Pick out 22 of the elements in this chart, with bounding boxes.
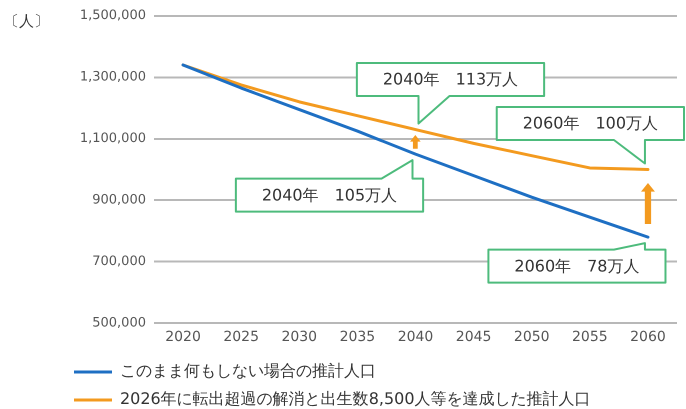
x-tick-label: 2020	[165, 329, 201, 346]
y-tick-label: 1,300,000	[80, 70, 146, 85]
y-axis-title: 〔人〕	[4, 12, 49, 30]
x-tick-label: 2045	[456, 329, 492, 346]
y-tick-label: 500,000	[92, 316, 146, 331]
annotation: 2040年 113万人	[382, 70, 518, 89]
y-tick-label: 700,000	[92, 254, 146, 270]
y-tick-label: 900,000	[92, 192, 146, 208]
legend-label: 2026年に転出超過の解消と出生数8,500人等を達成した推計人口	[120, 389, 591, 408]
y-tick-label: 1,100,000	[80, 131, 146, 146]
annotation: 2040年 105万人	[262, 185, 398, 204]
annotation: 2060年 78万人	[514, 256, 640, 276]
y-tick-label: 1,500,000	[80, 8, 146, 24]
x-tick-label: 2030	[281, 329, 318, 346]
x-tick-label: 2055	[572, 329, 608, 346]
x-tick-label: 2050	[514, 329, 550, 346]
x-tick-label: 2060	[630, 329, 666, 346]
x-tick-label: 2040	[398, 329, 434, 346]
x-tick-label: 2035	[340, 329, 376, 346]
annotation: 2060年 100万人	[522, 114, 658, 133]
x-tick-label: 2025	[223, 329, 259, 346]
legend-label: このまま何もしない場合の推計人口	[120, 361, 376, 380]
